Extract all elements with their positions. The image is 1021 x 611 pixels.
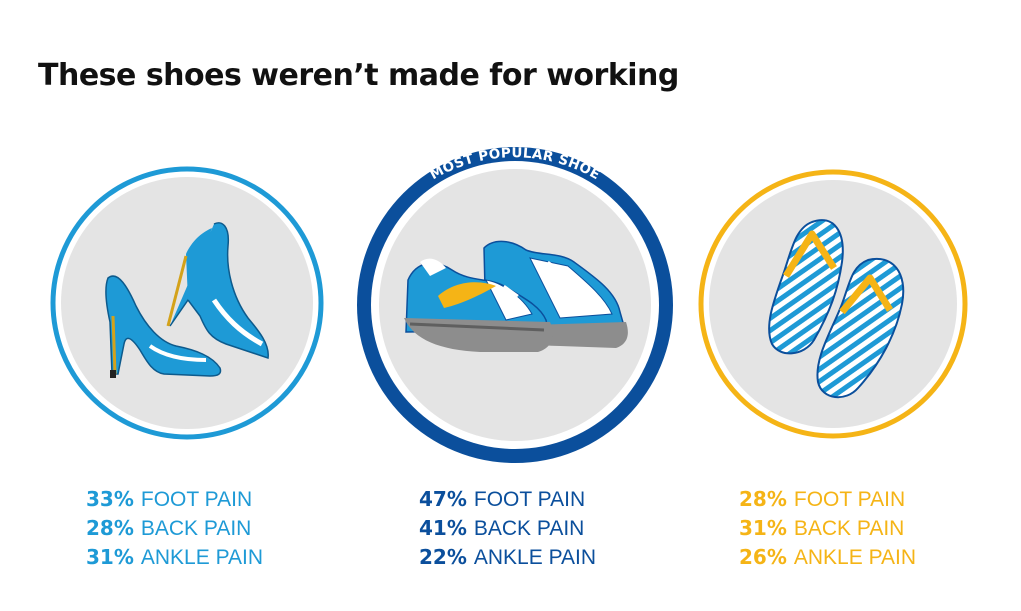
heels-circle	[61, 177, 313, 429]
flipflops-ankle-pain-value: 26%	[739, 545, 787, 569]
sneakers-foot-pain-value: 47%	[419, 487, 467, 511]
sneakers-back-pain-value: 41%	[419, 516, 467, 540]
sneakers-ankle-pain-value: 22%	[419, 545, 467, 569]
flipflops-panel	[698, 169, 968, 439]
heels-panel	[50, 166, 324, 440]
sneakers-icon	[404, 240, 628, 352]
page-title: These shoes weren’t made for working	[38, 58, 679, 93]
flipflops-foot-pain-value: 28%	[739, 487, 787, 511]
flipflops-back-pain-value: 31%	[739, 516, 787, 540]
heels-back-pain-label: BACK PAIN	[140, 517, 252, 540]
heels-ankle-pain-value: 31%	[86, 545, 134, 569]
flipflops-circle	[709, 180, 957, 428]
heels-ankle-pain-label: ANKLE PAIN	[140, 546, 264, 569]
flipflops-back-pain: 31% BACK PAIN	[739, 514, 916, 543]
sneakers-back-pain: 41% BACK PAIN	[419, 514, 596, 543]
heels-foot-pain-value: 33%	[86, 487, 134, 511]
heels-back-pain: 28% BACK PAIN	[86, 514, 263, 543]
flipflops-back-pain-label: BACK PAIN	[793, 517, 905, 540]
sneakers-panel: MOST POPULAR SHOE	[357, 145, 673, 463]
flipflops-ankle-pain: 26% ANKLE PAIN	[739, 543, 916, 572]
flipflops-foot-pain-label: FOOT PAIN	[793, 488, 906, 511]
high-heels-icon	[105, 222, 269, 378]
sneakers-back-pain-label: BACK PAIN	[473, 517, 585, 540]
heels-back-pain-value: 28%	[86, 516, 134, 540]
flipflops-stats: 28% FOOT PAIN 31% BACK PAIN 26% ANKLE PAIN	[739, 485, 916, 572]
sneakers-ankle-pain: 22% ANKLE PAIN	[419, 543, 596, 572]
sneakers-foot-pain-label: FOOT PAIN	[473, 488, 586, 511]
sneakers-ankle-pain-label: ANKLE PAIN	[473, 546, 597, 569]
heels-stats: 33% FOOT PAIN 28% BACK PAIN 31% ANKLE PAIN	[86, 485, 263, 572]
heels-ankle-pain: 31% ANKLE PAIN	[86, 543, 263, 572]
heels-foot-pain-label: FOOT PAIN	[140, 488, 253, 511]
heels-foot-pain: 33% FOOT PAIN	[86, 485, 263, 514]
sneakers-foot-pain: 47% FOOT PAIN	[419, 485, 596, 514]
flipflops-ankle-pain-label: ANKLE PAIN	[793, 546, 917, 569]
flipflops-foot-pain: 28% FOOT PAIN	[739, 485, 916, 514]
sneakers-stats: 47% FOOT PAIN 41% BACK PAIN 22% ANKLE PAIN	[419, 485, 596, 572]
flip-flops-icon	[768, 219, 905, 398]
